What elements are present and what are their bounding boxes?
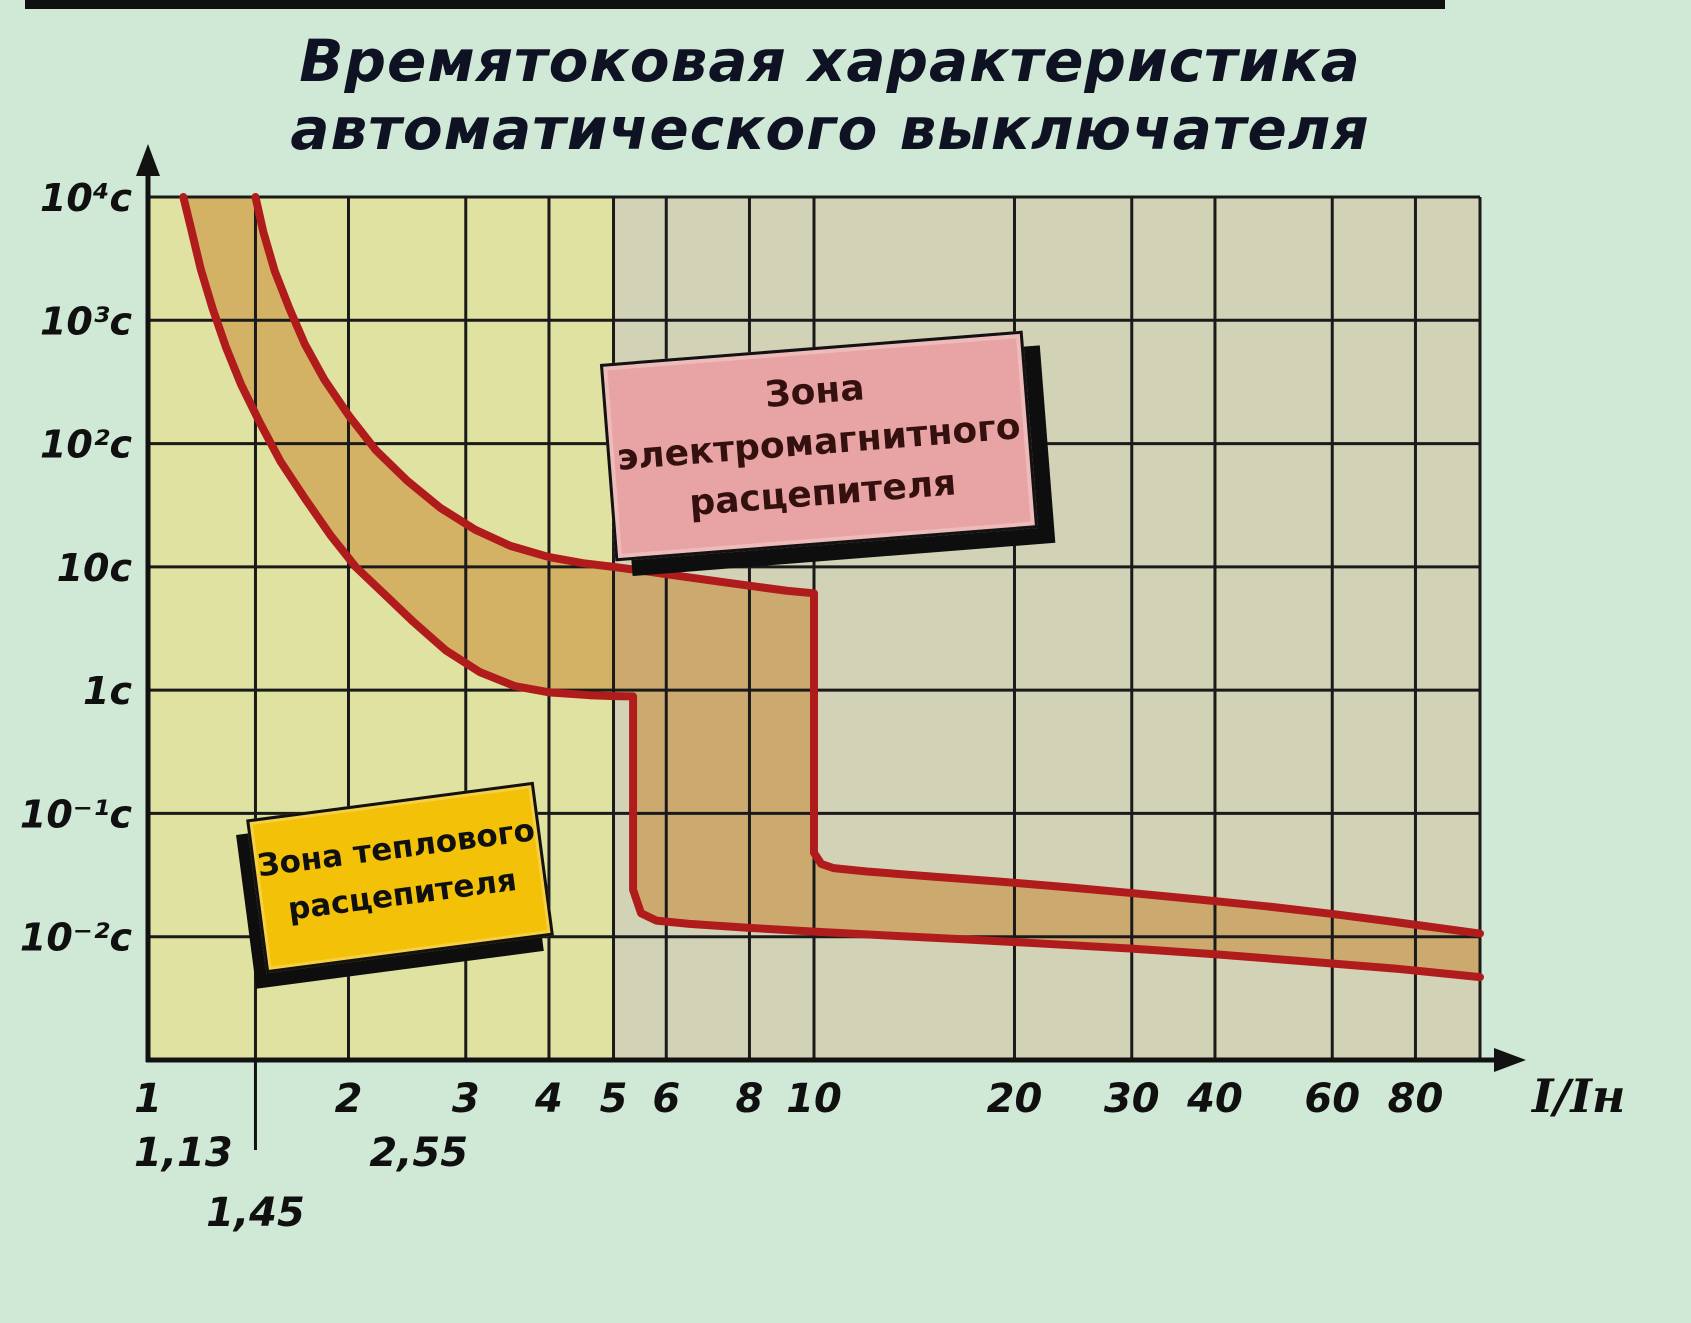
x-tick-label: 80: [1388, 1076, 1444, 1122]
x-tick-label: 6: [652, 1076, 680, 1122]
y-tick-label: 1c: [83, 669, 132, 713]
lower-limit-curve: [179, 193, 1484, 982]
y-tick-label: 10²c: [40, 423, 133, 467]
x-tick-label: 8: [736, 1076, 764, 1122]
x-tick-label: 60: [1304, 1076, 1360, 1122]
x-sub-tick-label: 1,13: [134, 1130, 233, 1176]
chart-title-line1: Времятоковая характеристика: [299, 27, 1361, 95]
x-tick-label: 4: [534, 1076, 563, 1122]
x-tick-label: 20: [987, 1076, 1043, 1122]
x-tick-label: 10: [786, 1076, 842, 1122]
x-sub-tick-label: 2,55: [369, 1130, 468, 1176]
y-tick-label: 10c: [57, 546, 133, 590]
x-tick-label: 2: [335, 1076, 363, 1122]
electromagnetic-zone-label: Зона электромагнитного расцепителя: [599, 330, 1039, 562]
x-tick-label: 30: [1104, 1076, 1160, 1122]
x-tick-label: 40: [1186, 1076, 1243, 1122]
axes: [136, 144, 1526, 1072]
x-tick-label: 1: [134, 1076, 162, 1122]
x-sub-tick-label: 1,45: [206, 1190, 305, 1236]
x-axis-label: I/Iн: [1530, 1069, 1625, 1123]
x-tick-label: 5: [600, 1076, 628, 1122]
y-tick-label: 10⁻¹c: [20, 792, 133, 836]
tick-labels: 10⁴c 10³c 10²c 10c 1c 10⁻¹c 10⁻²c 1 2 3 4 5 6 8 10 20 30…: [20, 176, 1625, 1236]
tolerance-band: [183, 197, 1481, 978]
y-axis-arrow: [136, 144, 160, 176]
chart-title: Времятоковая характеристика автоматическ…: [0, 27, 1660, 164]
y-tick-label: 10⁻²c: [20, 916, 133, 960]
y-tick-label: 10³c: [40, 299, 133, 343]
y-tick-label: 10⁴c: [40, 176, 133, 220]
top-edge-artifact: [25, 0, 1445, 9]
x-tick-label: 3: [452, 1076, 480, 1122]
chart-title-line2: автоматического выключателя: [290, 94, 1370, 163]
upper-limit-curve: [251, 193, 1484, 938]
x-axis-arrow: [1494, 1048, 1526, 1072]
